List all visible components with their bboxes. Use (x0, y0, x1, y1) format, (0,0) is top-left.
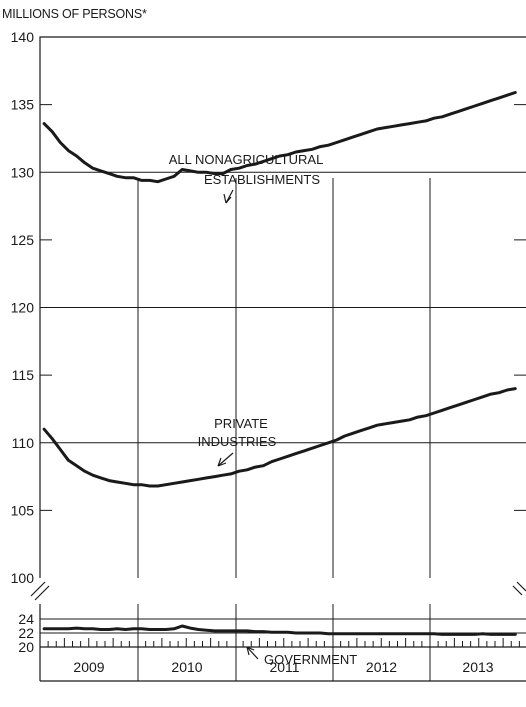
y-tick-label-upper: 140 (11, 29, 35, 45)
y-tick-label-upper: 135 (11, 97, 35, 113)
series-label-2-leader (246, 646, 259, 660)
y-tick-label-upper: 115 (12, 367, 35, 383)
series-line-government (42, 624, 517, 636)
series-label-2-line-0: GOVERNMENT (264, 652, 357, 667)
y-tick-label-lower: 22 (18, 625, 34, 641)
series-label-0-arrowhead (223, 193, 232, 204)
x-year-label: 2010 (171, 659, 202, 675)
y-tick-label-upper: 105 (11, 502, 35, 518)
frame-upper (39, 36, 526, 578)
series-label-0-line-1: ESTABLISHMENTS (204, 172, 320, 187)
y-tick-label-upper: 100 (11, 570, 35, 586)
y-tick-label-upper: 120 (11, 300, 35, 316)
y-tick-label-upper: 110 (12, 435, 35, 451)
series-label-0-line-0: ALL NONAGRICULTURAL (169, 152, 324, 167)
x-year-label: 2009 (73, 659, 104, 675)
unit-label: MILLIONS OF PERSONS* (2, 7, 147, 21)
axis-break-right (512, 581, 526, 596)
y-tick-label-lower: 20 (18, 639, 34, 655)
y-tick-label-upper: 125 (11, 232, 35, 248)
frame-layer (30, 36, 526, 682)
series-label-1-leader (217, 452, 234, 467)
series-line-all-nonagricultural-establishments (42, 91, 517, 184)
x-year-label: 2011 (269, 659, 299, 675)
series-line-private-industries (42, 387, 517, 488)
x-year-label: 2013 (462, 659, 493, 675)
y-tick-label-lower: 24 (18, 611, 34, 627)
series-layer (42, 91, 517, 636)
y-tick-label-upper: 130 (11, 164, 35, 180)
label-layer: ALL NONAGRICULTURAL ESTABLISHMENTS PRIVATE… (169, 152, 358, 667)
series-label-2-arrowhead (246, 646, 255, 656)
series-label-1-line-0: PRIVATE (214, 416, 268, 431)
x-year-label: 2012 (366, 659, 397, 675)
axis-break-left (30, 581, 50, 601)
series-label-1-arrowhead (217, 457, 227, 467)
series-label-1-line-1: INDUSTRIES (198, 434, 277, 449)
